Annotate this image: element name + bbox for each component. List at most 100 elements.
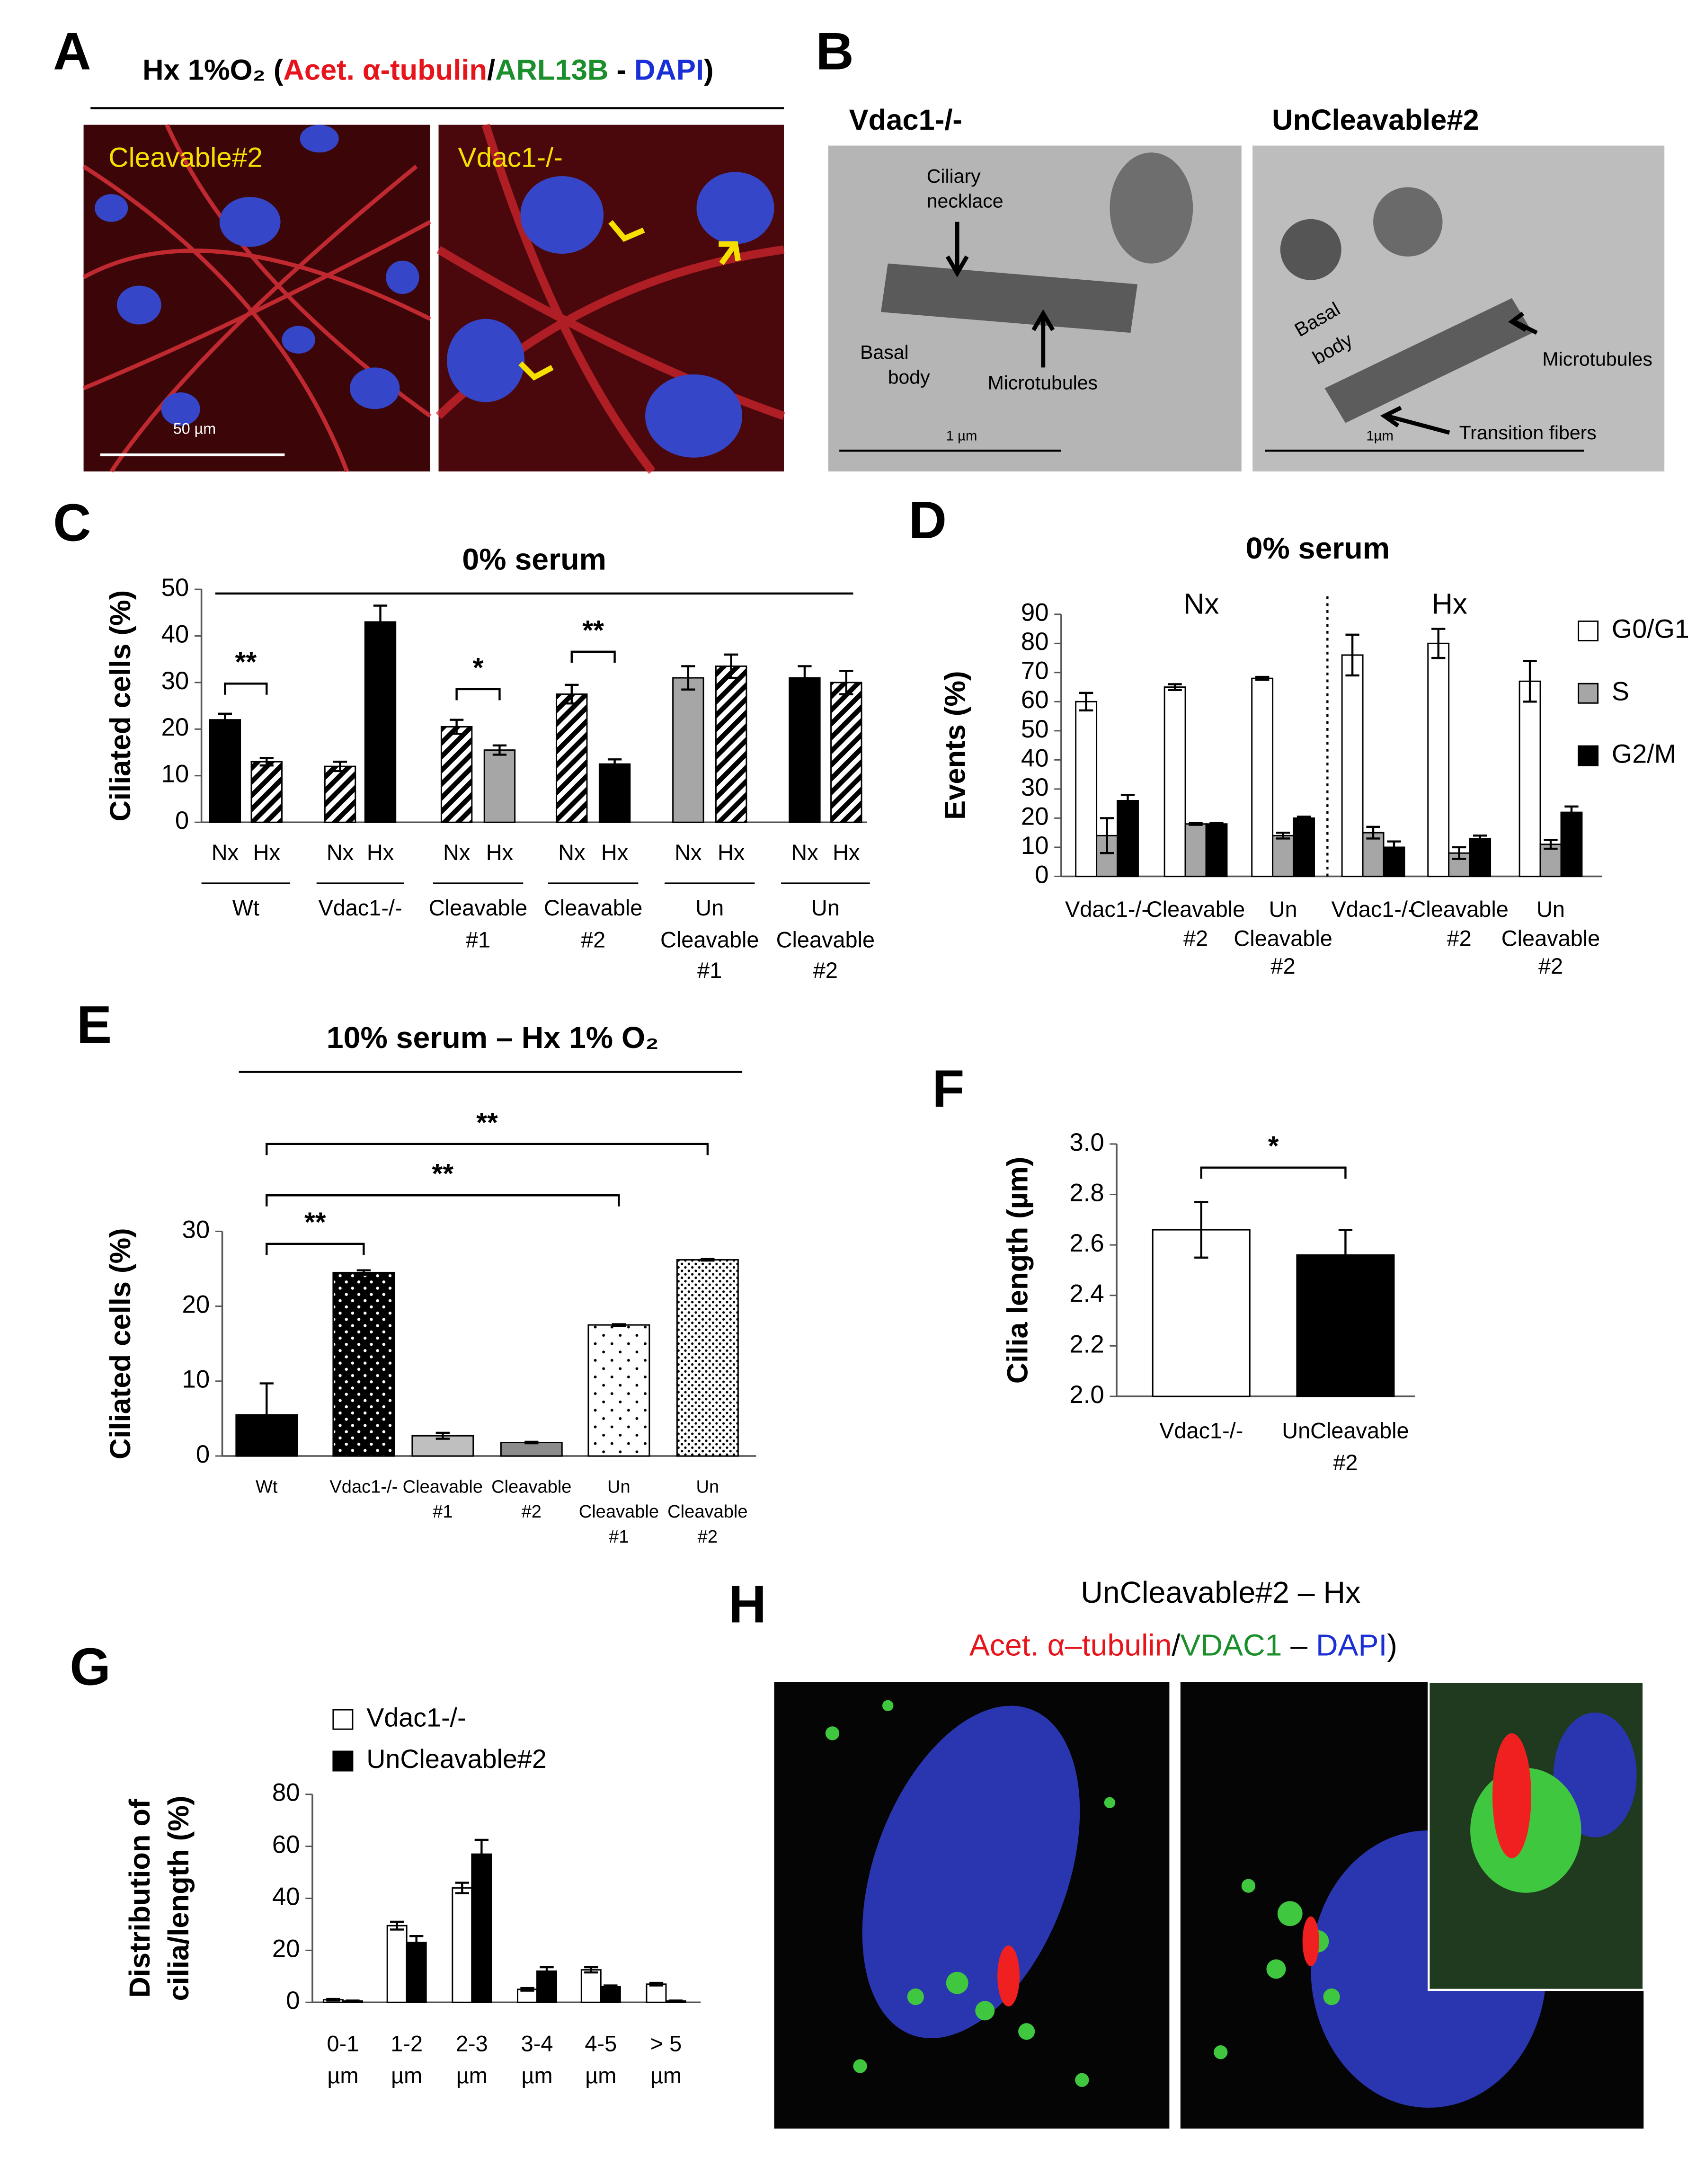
bar xyxy=(483,749,516,823)
panel-letter: H xyxy=(728,1575,766,1634)
bar xyxy=(209,719,241,823)
panel-letter: C xyxy=(53,493,91,552)
x-tick-label: 1-2 xyxy=(391,2031,423,2056)
cilium xyxy=(1302,1916,1319,1967)
error-bar xyxy=(724,653,738,679)
bar xyxy=(715,665,747,823)
error-bar xyxy=(604,1984,618,1989)
y-tick-label: 2.6 xyxy=(1069,1229,1104,1257)
y-tick-label: 20 xyxy=(272,1935,300,1962)
bar xyxy=(1075,701,1098,877)
bar xyxy=(598,763,631,823)
legend-label: G2/M xyxy=(1612,739,1676,768)
x-tick-label: #1 xyxy=(609,1527,629,1547)
x-tick-label: Nx xyxy=(791,840,818,865)
x-tick-label: Cleavable xyxy=(1410,897,1508,922)
subtitle-part: / xyxy=(1172,1628,1181,1662)
image-title: UnCleavable#2 xyxy=(1272,104,1479,136)
x-tick-label: Cleavable xyxy=(403,1477,483,1497)
error-bar xyxy=(356,1269,371,1276)
x-tick-label: UnCleavable xyxy=(1282,1419,1409,1443)
x-tick-label: 3-4 xyxy=(521,2031,553,2056)
x-tick-label: #2 xyxy=(1333,1450,1358,1475)
x-tick-label: #2 xyxy=(581,928,605,952)
x-tick-label: Un xyxy=(1536,897,1565,922)
bar xyxy=(386,1925,408,2003)
x-tick-label: Cleavable xyxy=(1146,897,1245,922)
confocal-image xyxy=(774,1681,1645,2129)
y-tick-label: 30 xyxy=(182,1216,210,1243)
arrows xyxy=(945,222,1055,368)
legend-label: UnCleavable#2 xyxy=(366,1744,547,1774)
y-tick-label: 40 xyxy=(161,620,189,648)
y-tick-label: 10 xyxy=(1021,832,1049,860)
y-tick-label: 80 xyxy=(272,1779,300,1807)
image-label: 1µm xyxy=(1366,428,1394,444)
significance-bracket xyxy=(266,1143,709,1155)
error-bar xyxy=(373,604,388,639)
bar xyxy=(646,1983,667,2003)
error-bar xyxy=(1473,835,1487,843)
x-tick-label: µm xyxy=(585,2063,616,2088)
bar xyxy=(1560,811,1583,877)
y-tick-label: 10 xyxy=(161,760,189,788)
y-tick-label: 2.0 xyxy=(1069,1381,1104,1409)
error-bar xyxy=(649,1981,664,1987)
image-label: Ciliary xyxy=(927,165,981,187)
y-tick-label: 40 xyxy=(1021,744,1049,772)
error-bar xyxy=(584,1966,598,1974)
panel-letter: E xyxy=(77,995,112,1054)
y-tick-label: 40 xyxy=(272,1882,300,1910)
title-part: DAPI xyxy=(634,54,704,87)
x-tick-label: Cleavable xyxy=(776,928,875,952)
x-tick-label: Hx xyxy=(253,840,280,865)
y-tick-label: 0 xyxy=(196,1440,210,1468)
bar xyxy=(406,1942,427,2003)
x-tick-label: > 5 xyxy=(650,2031,682,2056)
x-tick-label: Vdac1-/- xyxy=(329,1477,398,1497)
bar xyxy=(332,1271,395,1457)
image-label: 1 µm xyxy=(946,428,977,444)
significance-label: ** xyxy=(304,1207,326,1238)
image-label: body xyxy=(888,366,930,388)
x-tick-label: Vdac1-/- xyxy=(1331,897,1415,922)
panel-letter: A xyxy=(53,22,91,81)
error-bar xyxy=(524,1440,539,1445)
error-bar xyxy=(492,744,507,756)
legend-swatch xyxy=(1578,620,1599,641)
x-tick-label: Cleavable xyxy=(544,896,642,920)
y-tick-label: 50 xyxy=(161,574,189,602)
x-tick-label: Hx xyxy=(601,840,628,865)
error-bar xyxy=(607,758,622,770)
y-tick-label: 50 xyxy=(1021,715,1049,743)
bar xyxy=(536,1970,558,2003)
y-tick-label: 2.4 xyxy=(1069,1280,1104,1308)
image-label: Cleavable#2 xyxy=(108,142,263,173)
y-tick-label: 60 xyxy=(272,1831,300,1859)
image-bg xyxy=(1252,145,1665,472)
error-bar xyxy=(1366,826,1380,840)
title-part: / xyxy=(487,54,495,87)
arrows xyxy=(1380,311,1538,435)
bar xyxy=(676,1259,739,1457)
y-tick-label: 2.8 xyxy=(1069,1179,1104,1207)
nucleus xyxy=(862,1705,1080,2039)
micrograph: Cleavable#2 50 µm Vdac1-/- xyxy=(82,124,785,474)
subtitle-part: ) xyxy=(1387,1628,1397,1662)
title-part: Hx 1%O₂ xyxy=(142,54,274,87)
x-tick-label: Vdac1-/- xyxy=(1065,897,1149,922)
y-tick-label: 10 xyxy=(182,1366,210,1394)
green-puncta xyxy=(1214,1879,1340,2060)
bar xyxy=(1163,686,1186,877)
x-tick-label: Cleavable xyxy=(579,1502,659,1522)
x-tick-label: µm xyxy=(522,2063,553,2088)
subtitle-part: VDAC1 xyxy=(1180,1628,1282,1662)
x-tick-label: µm xyxy=(391,2063,422,2088)
bar xyxy=(500,1442,563,1457)
bar xyxy=(1272,835,1295,877)
x-tick-label: Cleavable xyxy=(1234,926,1332,951)
y-tick-label: 3.0 xyxy=(1069,1128,1104,1156)
cilium xyxy=(1492,1733,1532,1858)
y-tick-label: 30 xyxy=(1021,773,1049,801)
x-tick-label: Nx xyxy=(558,840,585,865)
